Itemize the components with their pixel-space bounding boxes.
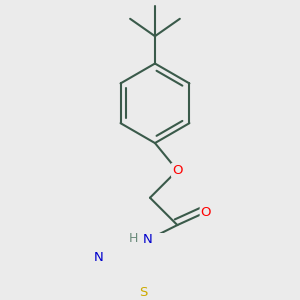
Text: N: N [93, 251, 103, 264]
Text: S: S [139, 286, 148, 298]
Text: N: N [142, 233, 152, 247]
Text: O: O [201, 206, 211, 219]
Text: O: O [172, 164, 183, 177]
Text: H: H [129, 232, 139, 245]
